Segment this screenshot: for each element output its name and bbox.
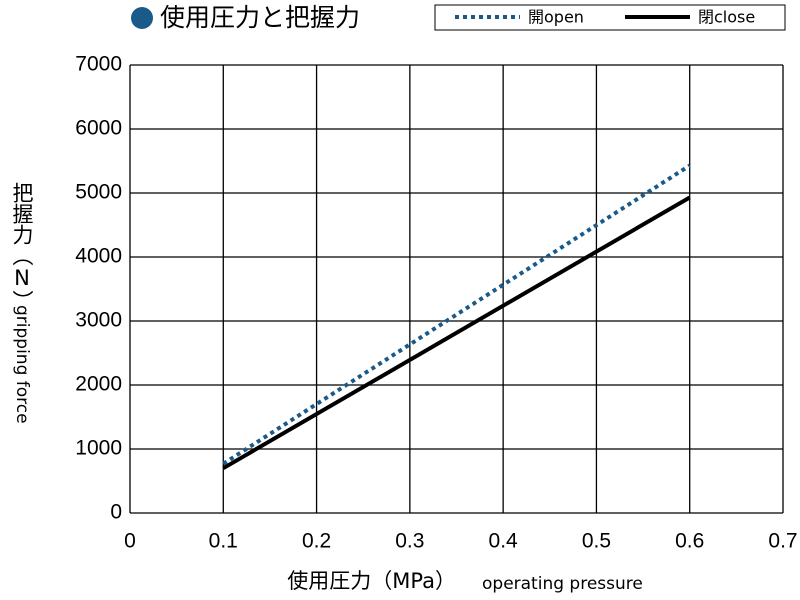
y-tick-label: 4000 bbox=[75, 245, 122, 268]
y-tick-label: 1000 bbox=[75, 437, 122, 460]
x-tick-label: 0.4 bbox=[489, 530, 519, 553]
x-tick-label: 0.2 bbox=[302, 530, 331, 553]
x-tick-label: 0 bbox=[124, 530, 136, 553]
x-tick-label: 0.5 bbox=[582, 530, 611, 553]
y-axis-label: 把握力（N） bbox=[10, 182, 34, 311]
legend-box bbox=[434, 4, 786, 31]
legend-label: 開open bbox=[528, 8, 584, 27]
y-tick-label: 6000 bbox=[75, 117, 122, 140]
y-tick-label: 0 bbox=[110, 501, 122, 524]
legend-label: 閉close bbox=[698, 8, 755, 27]
y-tick-label: 5000 bbox=[75, 181, 122, 204]
x-axis-label-en: operating pressure bbox=[482, 574, 643, 594]
y-axis-label-en: gripping force bbox=[12, 305, 32, 424]
x-tick-label: 0.1 bbox=[209, 530, 238, 553]
y-tick-label: 2000 bbox=[75, 373, 122, 396]
y-tick-label: 7000 bbox=[75, 53, 122, 76]
series-line bbox=[222, 163, 691, 466]
x-tick-label: 0.7 bbox=[768, 530, 797, 553]
x-tick-label: 0.6 bbox=[675, 530, 704, 553]
series-line bbox=[222, 195, 691, 470]
title-bullet bbox=[131, 7, 153, 29]
chart-title: 使用圧力と把握力 bbox=[160, 3, 360, 32]
x-axis-label: 使用圧力（MPa） bbox=[287, 569, 456, 593]
y-tick-label: 3000 bbox=[75, 309, 122, 332]
x-tick-label: 0.3 bbox=[395, 530, 424, 553]
